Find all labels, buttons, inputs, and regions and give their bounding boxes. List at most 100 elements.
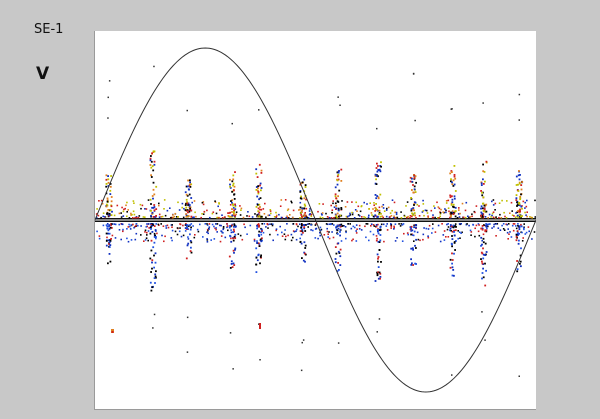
- pd-noise-point: [365, 237, 367, 239]
- pd-noise-point: [183, 208, 185, 210]
- pd-burst-point: [234, 198, 236, 200]
- pd-burst-point: [340, 169, 342, 171]
- pd-noise-point: [393, 217, 395, 219]
- pd-noise-point: [146, 232, 148, 234]
- pd-outlier-point: [230, 332, 232, 334]
- pd-burst-point: [150, 233, 152, 235]
- pd-noise-point: [194, 237, 196, 239]
- pd-noise-point: [177, 202, 179, 204]
- pd-noise-point: [292, 237, 294, 239]
- pd-burst-point: [304, 205, 306, 207]
- sensor-label: SE-1: [34, 22, 63, 37]
- pd-noise-point: [364, 226, 366, 228]
- pd-burst-point: [337, 262, 339, 264]
- pd-burst-point: [516, 270, 518, 272]
- pd-noise-point: [309, 213, 311, 215]
- pd-burst-point: [106, 228, 108, 230]
- pd-noise-point: [129, 226, 131, 228]
- pd-burst-point: [335, 205, 337, 207]
- pd-noise-point: [358, 206, 360, 208]
- pd-burst-point: [304, 241, 306, 243]
- pd-noise-point: [427, 235, 429, 237]
- pd-burst-point: [380, 261, 382, 263]
- pd-noise-point: [327, 231, 329, 233]
- pd-noise-point: [422, 200, 424, 202]
- pd-burst-point: [153, 189, 155, 191]
- pd-noise-point: [481, 240, 483, 242]
- pd-burst-point: [229, 235, 231, 237]
- pd-noise-point: [438, 217, 440, 219]
- pd-burst-point: [451, 201, 453, 203]
- pd-burst-point: [414, 188, 416, 190]
- pd-burst-point: [110, 227, 112, 229]
- pd-noise-point: [434, 217, 436, 219]
- pd-noise-point: [216, 217, 218, 219]
- pd-noise-point: [354, 227, 356, 229]
- pd-noise-point: [285, 236, 287, 238]
- pd-noise-point: [329, 238, 331, 240]
- pd-noise-point: [177, 227, 179, 229]
- pd-noise-point: [282, 235, 284, 237]
- pd-burst-point: [229, 216, 231, 218]
- pd-burst-point: [482, 263, 484, 265]
- pd-burst-point: [260, 240, 262, 242]
- pd-burst-point: [300, 214, 302, 216]
- pd-noise-point: [148, 199, 150, 201]
- pd-burst-point: [481, 194, 483, 196]
- pd-noise-point: [438, 225, 440, 227]
- pd-noise-point: [485, 223, 487, 225]
- pd-noise-point: [197, 229, 199, 231]
- pd-noise-point: [222, 217, 224, 219]
- pd-burst-point: [109, 214, 111, 216]
- pd-noise-point: [131, 239, 133, 241]
- pd-burst-point: [482, 229, 484, 231]
- pd-burst-point: [231, 260, 233, 262]
- pd-noise-point: [160, 223, 162, 225]
- pd-noise-point: [531, 217, 533, 219]
- pd-burst-point: [519, 179, 521, 181]
- pd-burst-point: [410, 264, 412, 266]
- pd-noise-point: [476, 205, 478, 207]
- pd-noise-point: [521, 232, 523, 234]
- pd-noise-point: [158, 203, 160, 205]
- pd-noise-point: [432, 214, 434, 216]
- pd-noise-point: [511, 236, 513, 238]
- pd-noise-point: [359, 228, 361, 230]
- pd-noise-point: [432, 223, 434, 225]
- pd-noise-point: [172, 214, 174, 216]
- pd-burst-point: [231, 180, 233, 182]
- pd-burst-point: [337, 230, 339, 232]
- pd-noise-point: [341, 200, 343, 202]
- pd-noise-point: [214, 238, 216, 240]
- pd-burst-point: [109, 190, 111, 192]
- pd-burst-point: [152, 165, 154, 167]
- pd-burst-point: [376, 195, 378, 197]
- pd-burst-point: [153, 194, 155, 196]
- pd-noise-point: [132, 217, 134, 219]
- pd-noise-point: [330, 205, 332, 207]
- pd-noise-point: [272, 240, 274, 242]
- pd-noise-point: [121, 216, 123, 218]
- pd-burst-point: [335, 197, 337, 199]
- pd-burst-point: [257, 254, 259, 256]
- pd-noise-point: [182, 225, 184, 227]
- pd-burst-point: [452, 266, 454, 268]
- pd-burst-point: [518, 202, 520, 204]
- pd-noise-point: [476, 225, 478, 227]
- pd-noise-point: [267, 223, 269, 225]
- pd-noise-point: [351, 240, 353, 242]
- pd-burst-point: [231, 191, 233, 193]
- pd-noise-point: [516, 228, 518, 230]
- pd-burst-point: [450, 259, 452, 261]
- pd-burst-point: [516, 194, 518, 196]
- pd-burst-point: [335, 186, 337, 188]
- pd-burst-point: [377, 261, 379, 263]
- pd-noise-point: [395, 240, 397, 242]
- pd-burst-point: [155, 276, 157, 278]
- pd-noise-point: [383, 241, 385, 243]
- pd-burst-point: [229, 184, 231, 186]
- pd-noise-point: [155, 238, 157, 240]
- pd-burst-point: [520, 247, 522, 249]
- pd-noise-point: [99, 235, 101, 237]
- pd-noise-point: [338, 228, 340, 230]
